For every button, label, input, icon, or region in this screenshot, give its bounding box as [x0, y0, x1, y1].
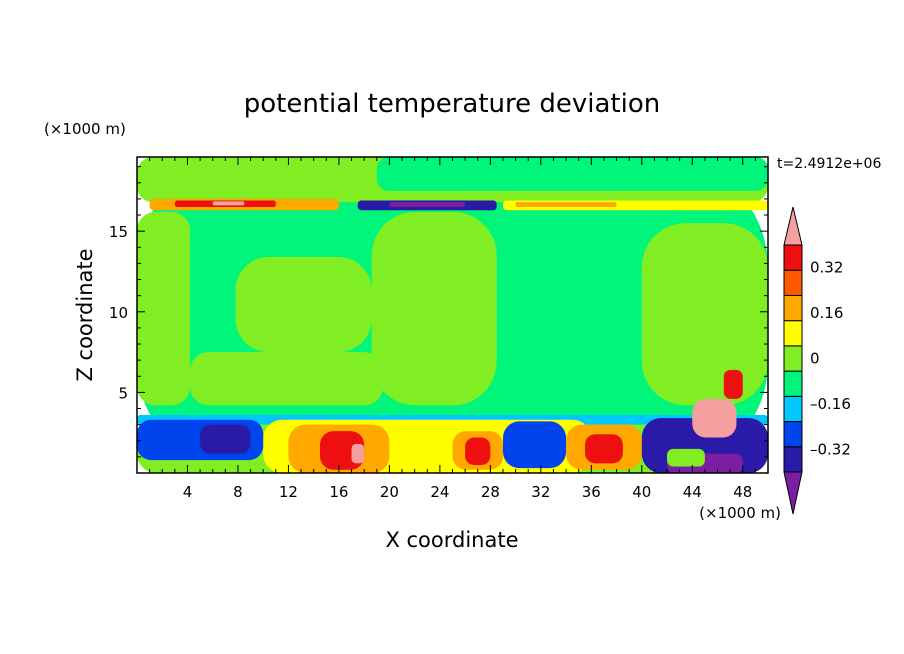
x-tick-label: 44: [683, 483, 702, 501]
x-axis-ticks: 4 8 12 16 20 24 28 32 36 40 44 48: [149, 157, 756, 501]
x-tick-label: 28: [481, 483, 500, 501]
y-tick-label: 15: [109, 223, 128, 241]
x-tick-label: 12: [279, 483, 298, 501]
colorbar-segment: [783, 395, 803, 423]
colorbar: 0.32 0.16 0 –0.16 –0.32: [783, 206, 851, 515]
contour-region-12: [389, 202, 466, 207]
colorbar-label: –0.32: [810, 440, 851, 458]
colorbar-segment: [783, 294, 803, 322]
y-tick-label: 10: [109, 304, 128, 322]
colorbar-min-arrow: [783, 471, 803, 515]
contour-region-20: [351, 443, 365, 464]
contour-region-4: [190, 352, 384, 406]
time-stamp: t=2.4912e+06: [777, 156, 881, 172]
contour-region-7: [641, 223, 768, 406]
colorbar-segment: [783, 320, 803, 347]
colorbar-segment: [783, 446, 803, 473]
colorbar-segment: [783, 370, 803, 397]
contour-region-6: [371, 211, 497, 406]
contour-region-10: [212, 201, 245, 206]
x-axis-unit: (×1000 m): [699, 504, 781, 522]
colorbar-label: 0: [810, 350, 820, 368]
contour-region-2: [376, 157, 768, 191]
colorbar-label: 0.32: [810, 259, 843, 277]
y-axis-label: Z coordinate: [73, 248, 97, 381]
x-axis-label: X coordinate: [385, 528, 518, 552]
contour-region-14: [515, 202, 617, 207]
colorbar-segment: [783, 345, 803, 372]
contour-region-30: [692, 398, 737, 438]
x-tick-label: 40: [632, 483, 651, 501]
colorbar-max-arrow: [783, 206, 803, 246]
x-tick-label: 4: [183, 483, 193, 501]
contour-region-25: [502, 421, 567, 469]
colorbar-label: 0.16: [810, 304, 843, 322]
contour-region-32: [667, 448, 705, 467]
contour-region-24: [465, 437, 491, 465]
colorbar-segment: [783, 421, 803, 448]
y-axis-unit: (×1000 m): [44, 120, 126, 138]
x-tick-label: 24: [430, 483, 449, 501]
x-tick-label: 36: [582, 483, 601, 501]
colorbar-segment: [783, 269, 803, 296]
contour-region-31: [723, 369, 743, 399]
x-tick-label: 48: [733, 483, 752, 501]
x-tick-label: 32: [531, 483, 550, 501]
colorbar-segment: [783, 244, 803, 271]
contour-region-27: [585, 434, 623, 464]
x-tick-label: 16: [329, 483, 348, 501]
y-axis-ticks: 5 10 15: [109, 166, 768, 458]
x-tick-label: 20: [380, 483, 399, 501]
contour-fill-regions: [137, 157, 768, 473]
chart-title: potential temperature deviation: [244, 89, 660, 119]
contour-region-5: [235, 256, 372, 353]
y-tick-label: 5: [118, 384, 128, 402]
x-tick-label: 8: [233, 483, 243, 501]
contour-region-22: [200, 424, 251, 454]
colorbar-label: –0.16: [810, 395, 851, 413]
contour-region-3: [137, 211, 191, 406]
